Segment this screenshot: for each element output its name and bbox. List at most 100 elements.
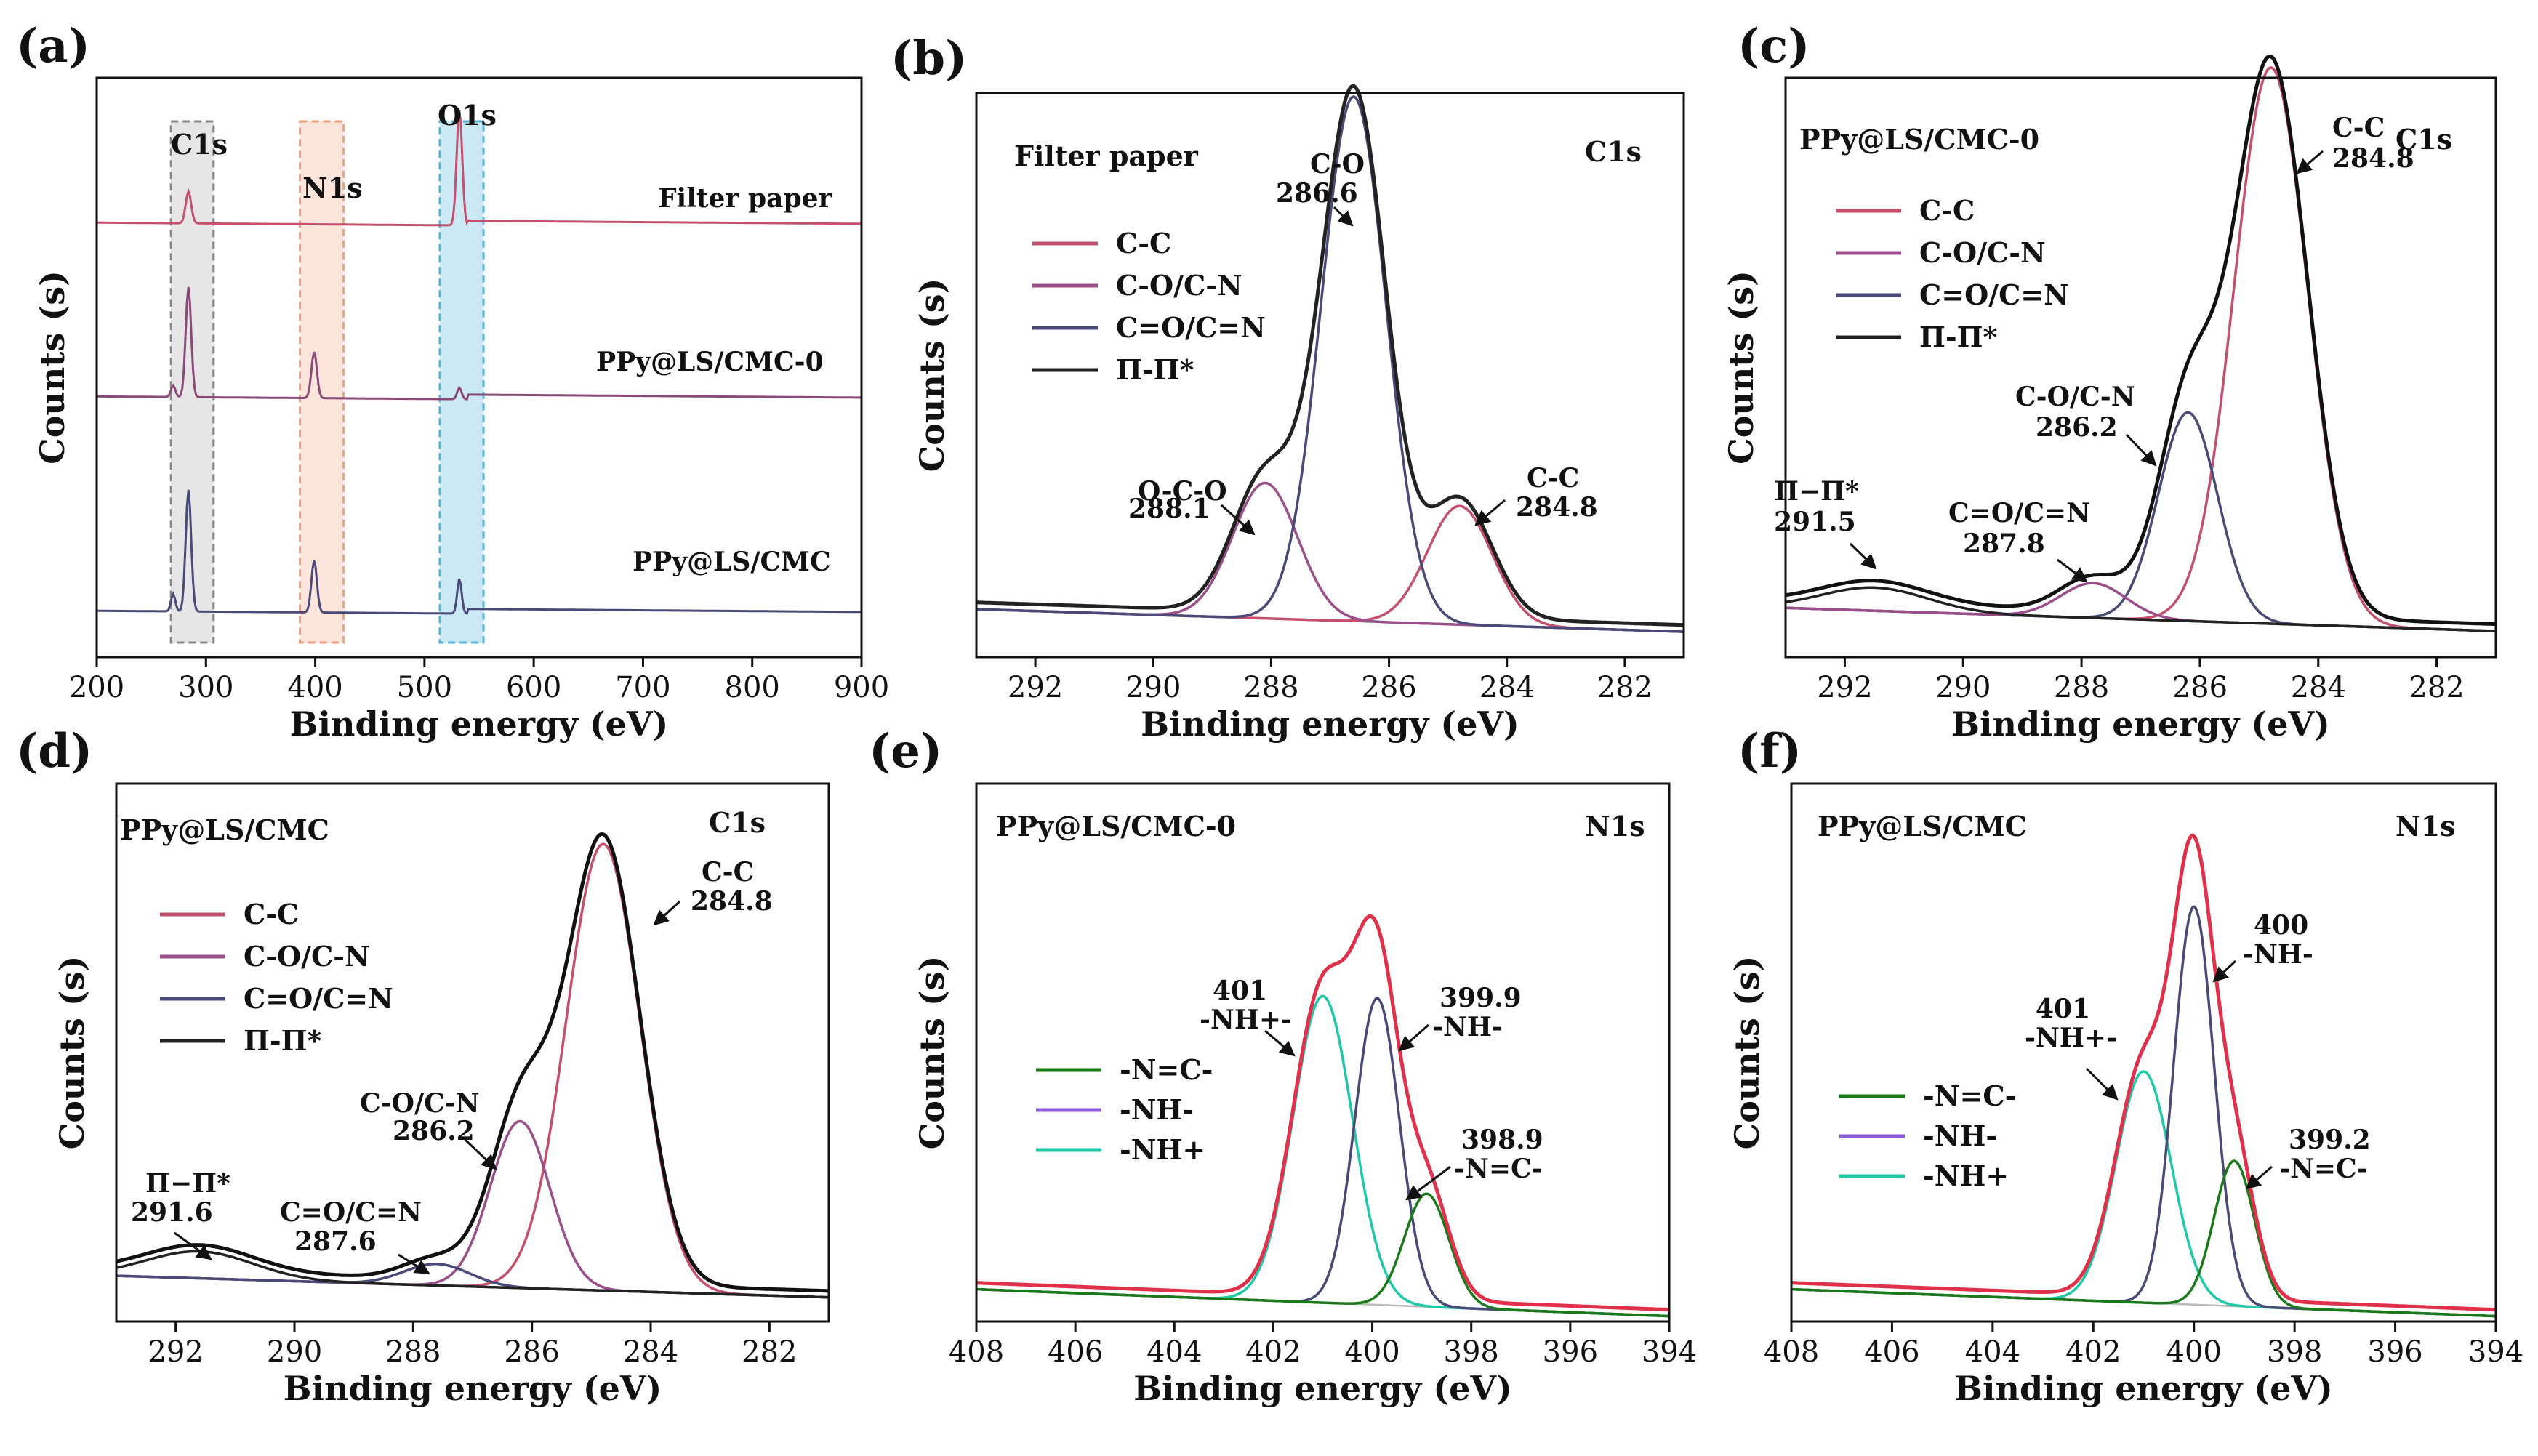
annotation-f-401: 401 [2036,994,2090,1024]
annotation-c-pi: Π−Π* [1774,476,1859,507]
component-curve-3 [116,1250,830,1299]
x-tick-label-5: 282 [2409,671,2464,704]
x-tick-label-5: 282 [742,1335,797,1369]
y-axis-label: Counts (s) [52,956,92,1150]
x-tick-label-1: 290 [1935,671,1991,704]
arrow-d-pi [174,1231,212,1260]
y-axis-label: Counts (s) [912,956,952,1150]
panel-c: C-C C-O/C-N C=O/C=N Π-Π* 292 290 288 286 284 282 B… [1722,19,2497,744]
arrow-f-399-2 [2245,1165,2273,1190]
legend-label-1: C-O/C-N [244,940,370,973]
arrow-e-398-9 [1405,1165,1451,1201]
region-label-o1s: O1s [438,99,497,132]
x-tick-label-0: 408 [1764,1335,1819,1369]
legend-label-2: C=O/C=N [1116,311,1266,344]
plot-area-f: -N=C- -NH- -NH+ 408 406 404 402 400 398 396 394 Bin… [1727,782,2523,1408]
annotation-e-399-9: 399.9 [1439,983,1522,1013]
annotation-d-pi: Π−Π* [145,1168,230,1199]
panel-d: C-C C-O/C-N C=O/C=N Π-Π* 292 290 288 286 284 282 B… [16,724,830,1408]
region-label-e: N1s [1585,810,1645,842]
x-tick-label-0: 292 [148,1335,203,1369]
panel-f: -N=C- -NH- -NH+ 408 406 404 402 400 398 396 394 Bin… [1727,724,2523,1408]
legend-label-2: -NH+ [1120,1133,1205,1166]
x-axis-label: Binding energy (eV) [290,704,669,744]
plot-frame [975,782,1671,1323]
plot-frame [1790,782,2497,1323]
annotation-b-oco: O-C-O [1138,476,1227,507]
series-line-2 [96,489,862,616]
arrow-c-cc [2296,150,2324,174]
x-tick-label-2: 404 [1146,1335,1202,1369]
annotation-e-nh: -NH- [1432,1012,1503,1042]
plot-area-e: -N=C- -NH- -NH+ 408 406 404 402 400 398 396 394 Bin… [912,782,1697,1408]
envelope-curve [1791,833,2497,1312]
legend-label-0: C-C [1919,194,1975,227]
panel-label-c: (c) [1738,19,1810,73]
annotation-e-401: 401 [1213,976,1267,1006]
annotation-c-ocn-value: 287.8 [1963,528,2045,559]
arrow-c-con [2125,433,2157,467]
y-axis-label: Counts (s) [1727,956,1767,1150]
region-label-d: C1s [709,806,766,839]
envelope-curve [1785,54,2497,627]
x-tick-label-4: 400 [1344,1335,1399,1369]
annotation-e-nh-plus: -NH+- [1200,1005,1292,1035]
x-tick-label-2: 288 [385,1335,441,1369]
x-tick-label-4: 600 [506,671,561,704]
component-curve-0 [1791,1070,2497,1318]
component-curve-2 [1791,1159,2497,1318]
sample-label-d: PPy@LS/CMC [120,813,329,846]
x-tick-label-3: 286 [2172,671,2228,704]
annotation-f-nc: -N=C- [2279,1154,2368,1184]
legend-label-2: C=O/C=N [244,982,393,1015]
x-tick-label-4: 400 [2166,1335,2222,1369]
annotation-b-cc-value: 284.8 [1516,492,1598,523]
series-label-ppy-ls-cmc-0: PPy@LS/CMC-0 [596,347,824,377]
legend-label-1: C-O/C-N [1919,236,2046,269]
panel-e: -N=C- -NH- -NH+ 408 406 404 402 400 398 396 394 Bin… [869,724,1697,1408]
x-tick-label-0: 292 [1008,671,1063,704]
x-tick-label-7: 394 [2468,1335,2523,1369]
arrow-e-399-9 [1398,1023,1429,1052]
plot-frame [115,782,830,1323]
x-axis-label: Binding energy (eV) [1951,704,2330,744]
plot-area-b: C-C C-O/C-N C=O/C=N Π-Π* 292 290 288 286 284 282 B… [912,84,1685,744]
annotation-c-pi-value: 291.5 [1774,507,1856,537]
annotation-f-400: 400 [2254,910,2308,941]
panel-label-a: (a) [16,19,90,73]
region-label-f: N1s [2396,810,2456,842]
envelope-curve [976,914,1670,1312]
panel-b: C-C C-O/C-N C=O/C=N Π-Π* 292 290 288 286 284 282 B… [891,31,1685,744]
x-tick-label-2: 288 [1243,671,1298,704]
plot-area-c: C-C C-O/C-N C=O/C=N Π-Π* 292 290 288 286 284 282 B… [1722,54,2497,744]
x-tick-label-1: 406 [1048,1335,1103,1369]
plot-area-d: C-C C-O/C-N C=O/C=N Π-Π* 292 290 288 286 284 282 B… [52,782,830,1408]
plot-area-a: 200 300 400 500 600 700 800 900 Binding energy (… [33,76,889,744]
x-tick-label-6: 396 [1543,1335,1598,1369]
arrow-d-con [464,1138,497,1170]
annotation-c-cc-value: 284.8 [2332,143,2414,174]
panel-a: 200 300 400 500 600 700 800 900 Binding energy (… [16,19,889,744]
panel-label-f: (f) [1738,724,1802,779]
component-curve-0 [976,994,1670,1318]
annotation-d-ocn-value: 287.6 [294,1226,377,1257]
x-tick-label-0: 408 [949,1335,1004,1369]
x-tick-label-6: 396 [2367,1335,2422,1369]
sample-label-f: PPy@LS/CMC [1818,810,2027,842]
x-tick-label-0: 200 [69,671,124,704]
annotation-d-con-value: 286.2 [393,1116,475,1146]
legend-label-1: -NH- [1120,1093,1194,1126]
component-curve-3 [1785,586,2496,632]
x-tick-label-7: 900 [834,671,889,704]
series-label-filter-paper: Filter paper [658,183,833,214]
component-curve-1 [1791,905,2497,1318]
arrow-e-401 [1264,1029,1296,1057]
envelope-curve [976,84,1684,627]
component-curve-1 [1786,411,2496,632]
component-curve-1 [976,997,1670,1318]
x-tick-label-5: 700 [615,671,670,704]
arrow-c-pi [1849,542,1877,570]
sample-label-b: Filter paper [1014,140,1199,172]
arrow-b-oco [1221,504,1256,536]
